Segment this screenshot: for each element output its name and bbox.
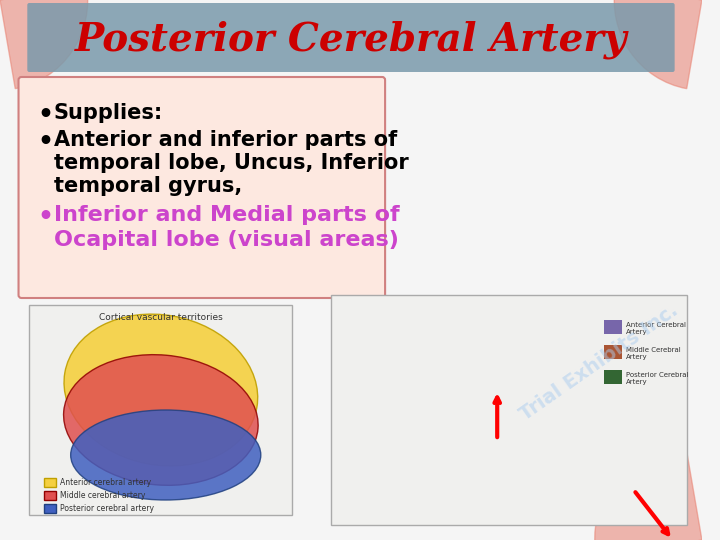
Text: Middle cerebral artery: Middle cerebral artery: [60, 491, 146, 500]
Text: Ocapital lobe (visual areas): Ocapital lobe (visual areas): [53, 230, 398, 250]
FancyBboxPatch shape: [19, 77, 385, 298]
Bar: [44, 478, 55, 487]
Bar: [44, 504, 55, 513]
Wedge shape: [595, 431, 702, 540]
Bar: [44, 491, 55, 500]
Text: Posterior Cerebral
Artery: Posterior Cerebral Artery: [626, 372, 688, 385]
FancyBboxPatch shape: [331, 295, 688, 525]
Text: Anterior cerebral artery: Anterior cerebral artery: [60, 478, 152, 487]
FancyBboxPatch shape: [27, 3, 675, 72]
Bar: [605, 370, 622, 384]
Text: Middle Cerebral
Artery: Middle Cerebral Artery: [626, 347, 680, 360]
Wedge shape: [614, 0, 702, 89]
Bar: [605, 345, 622, 359]
Text: •: •: [37, 103, 53, 127]
Text: Supplies:: Supplies:: [53, 103, 163, 123]
Text: Anterior Cerebral
Artery: Anterior Cerebral Artery: [626, 322, 686, 335]
Text: Cortical vascular territories: Cortical vascular territories: [99, 313, 222, 322]
Text: Posterior cerebral artery: Posterior cerebral artery: [60, 504, 155, 513]
Text: •: •: [37, 130, 53, 154]
Text: Posterior Cerebral Artery: Posterior Cerebral Artery: [75, 21, 627, 59]
Wedge shape: [0, 0, 88, 89]
Text: •: •: [37, 205, 53, 229]
FancyBboxPatch shape: [30, 305, 292, 515]
Text: temporal lobe, Uncus, Inferior: temporal lobe, Uncus, Inferior: [53, 153, 408, 173]
Text: Inferior and Medial parts of: Inferior and Medial parts of: [53, 205, 400, 225]
Ellipse shape: [64, 314, 258, 466]
Ellipse shape: [63, 355, 258, 485]
Text: Anterior and inferior parts of: Anterior and inferior parts of: [53, 130, 397, 150]
Ellipse shape: [71, 410, 261, 500]
Bar: [605, 320, 622, 334]
Text: Trial Exhibits Inc.: Trial Exhibits Inc.: [517, 300, 682, 424]
Text: temporal gyrus,: temporal gyrus,: [53, 176, 242, 196]
